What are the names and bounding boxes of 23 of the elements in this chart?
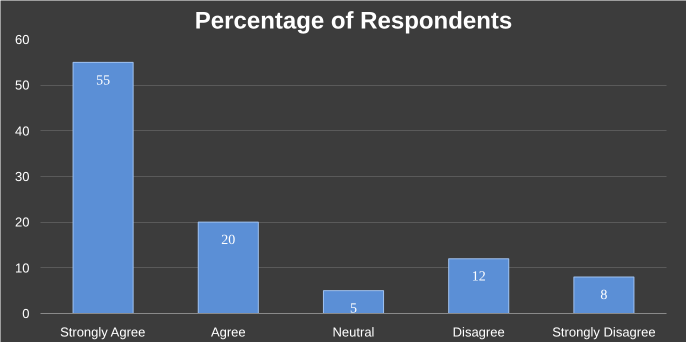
x-tick-label: Strongly Disagree [552, 324, 656, 340]
data-label: 12 [472, 270, 486, 285]
data-label: 55 [96, 73, 110, 88]
chart-title: Percentage of Respondents [194, 8, 512, 34]
x-tick-label: Strongly Agree [60, 324, 146, 340]
y-tick-label: 50 [15, 78, 30, 93]
data-label: 5 [350, 302, 357, 317]
y-tick-label: 0 [22, 306, 30, 321]
data-label: 20 [221, 233, 236, 248]
x-tick-label: Disagree [452, 324, 505, 340]
bar [322, 290, 384, 314]
bar [72, 62, 134, 314]
y-tick-label: 10 [15, 260, 30, 276]
bar [573, 276, 634, 314]
bar [448, 258, 510, 314]
x-tick-label: Neutral [332, 324, 375, 340]
x-tick-label: Agree [210, 324, 246, 340]
data-label: 8 [600, 288, 608, 303]
bar [198, 222, 259, 314]
y-tick-label: 40 [15, 123, 30, 138]
y-tick-label: 60 [15, 32, 30, 47]
y-tick-label: 20 [15, 214, 30, 230]
y-tick-label: 30 [15, 169, 30, 184]
